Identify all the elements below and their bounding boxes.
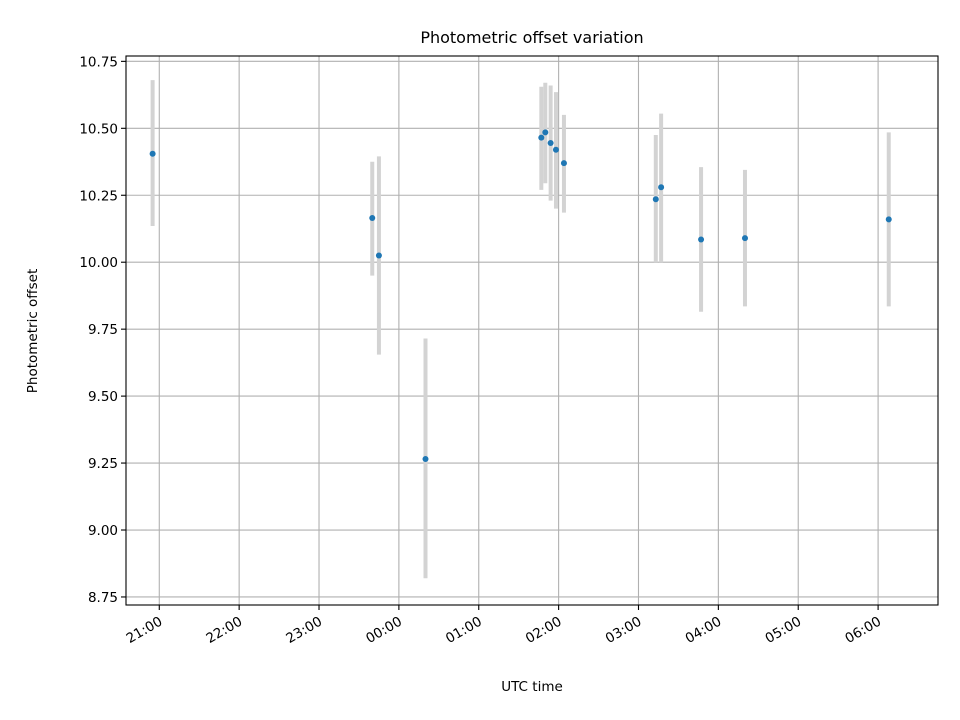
x-tick-label: 04:00: [683, 614, 725, 647]
x-tick-label: 05:00: [763, 614, 805, 647]
data-point: [885, 216, 892, 223]
y-axis-label: Photometric offset: [25, 269, 41, 393]
x-tick-label: 21:00: [124, 614, 166, 647]
y-tick-label: 10.00: [79, 255, 118, 271]
data-points: [149, 129, 892, 463]
x-axis-label: UTC time: [501, 679, 563, 695]
plot-frame: [125, 55, 939, 606]
data-point: [658, 184, 665, 191]
y-tick-label: 10.50: [79, 121, 118, 137]
data-point: [741, 235, 748, 242]
x-axis-ticks: 21:00 22:00 23:00 00:00 01:00 02:00 03:00 04:00…: [124, 605, 884, 647]
y-tick-label: 9.50: [88, 389, 118, 405]
x-tick-label: 01:00: [443, 614, 485, 647]
data-point: [375, 252, 382, 259]
data-point: [552, 146, 559, 153]
data-point: [149, 150, 156, 157]
data-point: [538, 134, 545, 141]
y-axis-ticks: 8.75 9.00 9.25 9.50 9.75 10.00 10.25 10.50 10.75: [79, 54, 126, 606]
x-tick-label: 23:00: [283, 614, 325, 647]
chart-title: Photometric offset variation: [420, 28, 643, 47]
x-tick-label: 00:00: [363, 614, 405, 647]
x-tick-label: 03:00: [603, 614, 645, 647]
data-point: [422, 456, 429, 463]
y-tick-label: 9.00: [88, 523, 118, 539]
x-tick-label: 22:00: [203, 614, 245, 647]
x-tick-label: 02:00: [523, 614, 565, 647]
y-tick-label: 10.25: [79, 188, 118, 204]
x-tick-label: 06:00: [842, 614, 884, 647]
data-point: [547, 140, 554, 147]
y-tick-label: 9.25: [88, 456, 118, 472]
y-tick-label: 9.75: [88, 322, 118, 338]
grid-lines: [126, 56, 938, 605]
data-point: [652, 196, 659, 203]
data-point: [560, 160, 567, 167]
y-tick-label: 8.75: [88, 590, 118, 606]
data-point: [698, 236, 705, 243]
data-point: [369, 215, 376, 222]
y-tick-label: 10.75: [79, 54, 118, 70]
data-point: [542, 129, 549, 136]
